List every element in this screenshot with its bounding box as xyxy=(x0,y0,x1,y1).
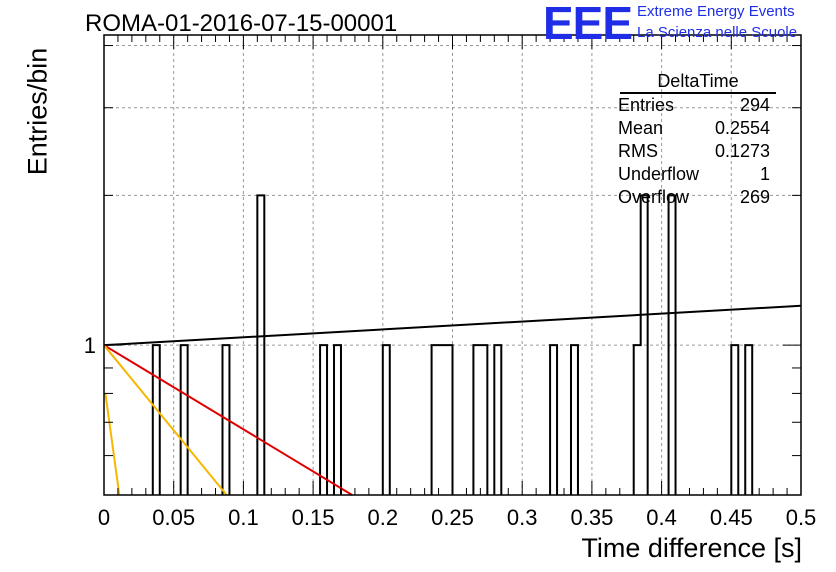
stats-row: RMS 0.1273 xyxy=(612,140,778,163)
x-tick-label: 0.05 xyxy=(152,505,195,530)
stats-label: Mean xyxy=(618,118,664,138)
x-tick-label: 0.5 xyxy=(786,505,817,530)
fit-lines xyxy=(103,304,802,496)
stats-row: Overflow 269 xyxy=(612,186,778,209)
logo-line-1: Extreme Energy Events xyxy=(637,3,795,20)
x-tick-label: 0 xyxy=(98,505,110,530)
x-tick-label: 0.25 xyxy=(431,505,474,530)
tick-labels: 0 0.05 0.1 0.15 0.2 0.25 0.3 0.35 0.4 0.45 0.5 1 xyxy=(84,333,817,530)
stats-label: Entries xyxy=(618,95,675,115)
x-tick-label: 0.35 xyxy=(570,505,613,530)
stats-row: Underflow 1 xyxy=(612,163,778,186)
stats-row: Mean 0.2554 xyxy=(612,117,778,140)
fit-line xyxy=(103,344,228,496)
stats-label: Underflow xyxy=(618,164,700,184)
x-tick-label: 0.4 xyxy=(646,505,677,530)
fit-line xyxy=(103,304,802,347)
logo-line-2: La Scienza nelle Scuole xyxy=(637,24,798,41)
eee-logo: EEE xyxy=(543,0,633,49)
x-tick-label: 0.2 xyxy=(368,505,399,530)
stats-value: 0.2554 xyxy=(714,118,770,138)
stats-row: Entries 294 xyxy=(612,94,778,117)
axes xyxy=(103,34,802,496)
stats-value: 1 xyxy=(759,164,770,184)
x-tick-label: 0.3 xyxy=(507,505,538,530)
stats-value: 269 xyxy=(739,187,770,207)
x-axis-label: Time difference [s] xyxy=(581,533,802,563)
histogram-bins xyxy=(151,194,754,495)
stats-label: RMS xyxy=(618,141,658,161)
y-tick-label: 1 xyxy=(84,333,96,358)
x-tick-label: 0.15 xyxy=(292,505,335,530)
fit-line xyxy=(103,344,353,496)
stats-label: Overflow xyxy=(618,187,690,207)
x-tick-label: 0.45 xyxy=(710,505,753,530)
stats-box: DeltaTime Entries 294 Mean 0.2554 RMS 0.… xyxy=(612,70,778,209)
y-axis-label: Entries/bin xyxy=(22,47,53,176)
histogram xyxy=(151,194,754,495)
chart-title: ROMA-01-2016-07-15-00001 xyxy=(85,10,398,37)
fit-line xyxy=(104,393,121,496)
stats-value: 0.1273 xyxy=(714,141,770,161)
x-tick-label: 0.1 xyxy=(228,505,259,530)
stats-value: 294 xyxy=(739,95,770,115)
stats-title: DeltaTime xyxy=(620,70,776,94)
